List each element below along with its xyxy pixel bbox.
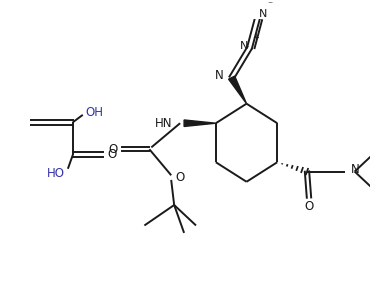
Text: O: O <box>175 171 184 184</box>
Text: N: N <box>215 69 224 82</box>
Polygon shape <box>184 120 216 127</box>
Polygon shape <box>229 76 247 104</box>
Text: +: + <box>253 33 259 42</box>
Text: HN: HN <box>155 117 172 130</box>
Text: N: N <box>259 9 267 19</box>
Text: O: O <box>304 200 313 213</box>
Text: HO: HO <box>47 167 65 180</box>
Text: O: O <box>108 148 117 161</box>
Text: O: O <box>108 143 118 156</box>
Text: ⁻: ⁻ <box>267 0 273 10</box>
Text: N: N <box>351 163 359 176</box>
Text: N: N <box>240 41 249 51</box>
Text: OH: OH <box>86 107 104 120</box>
